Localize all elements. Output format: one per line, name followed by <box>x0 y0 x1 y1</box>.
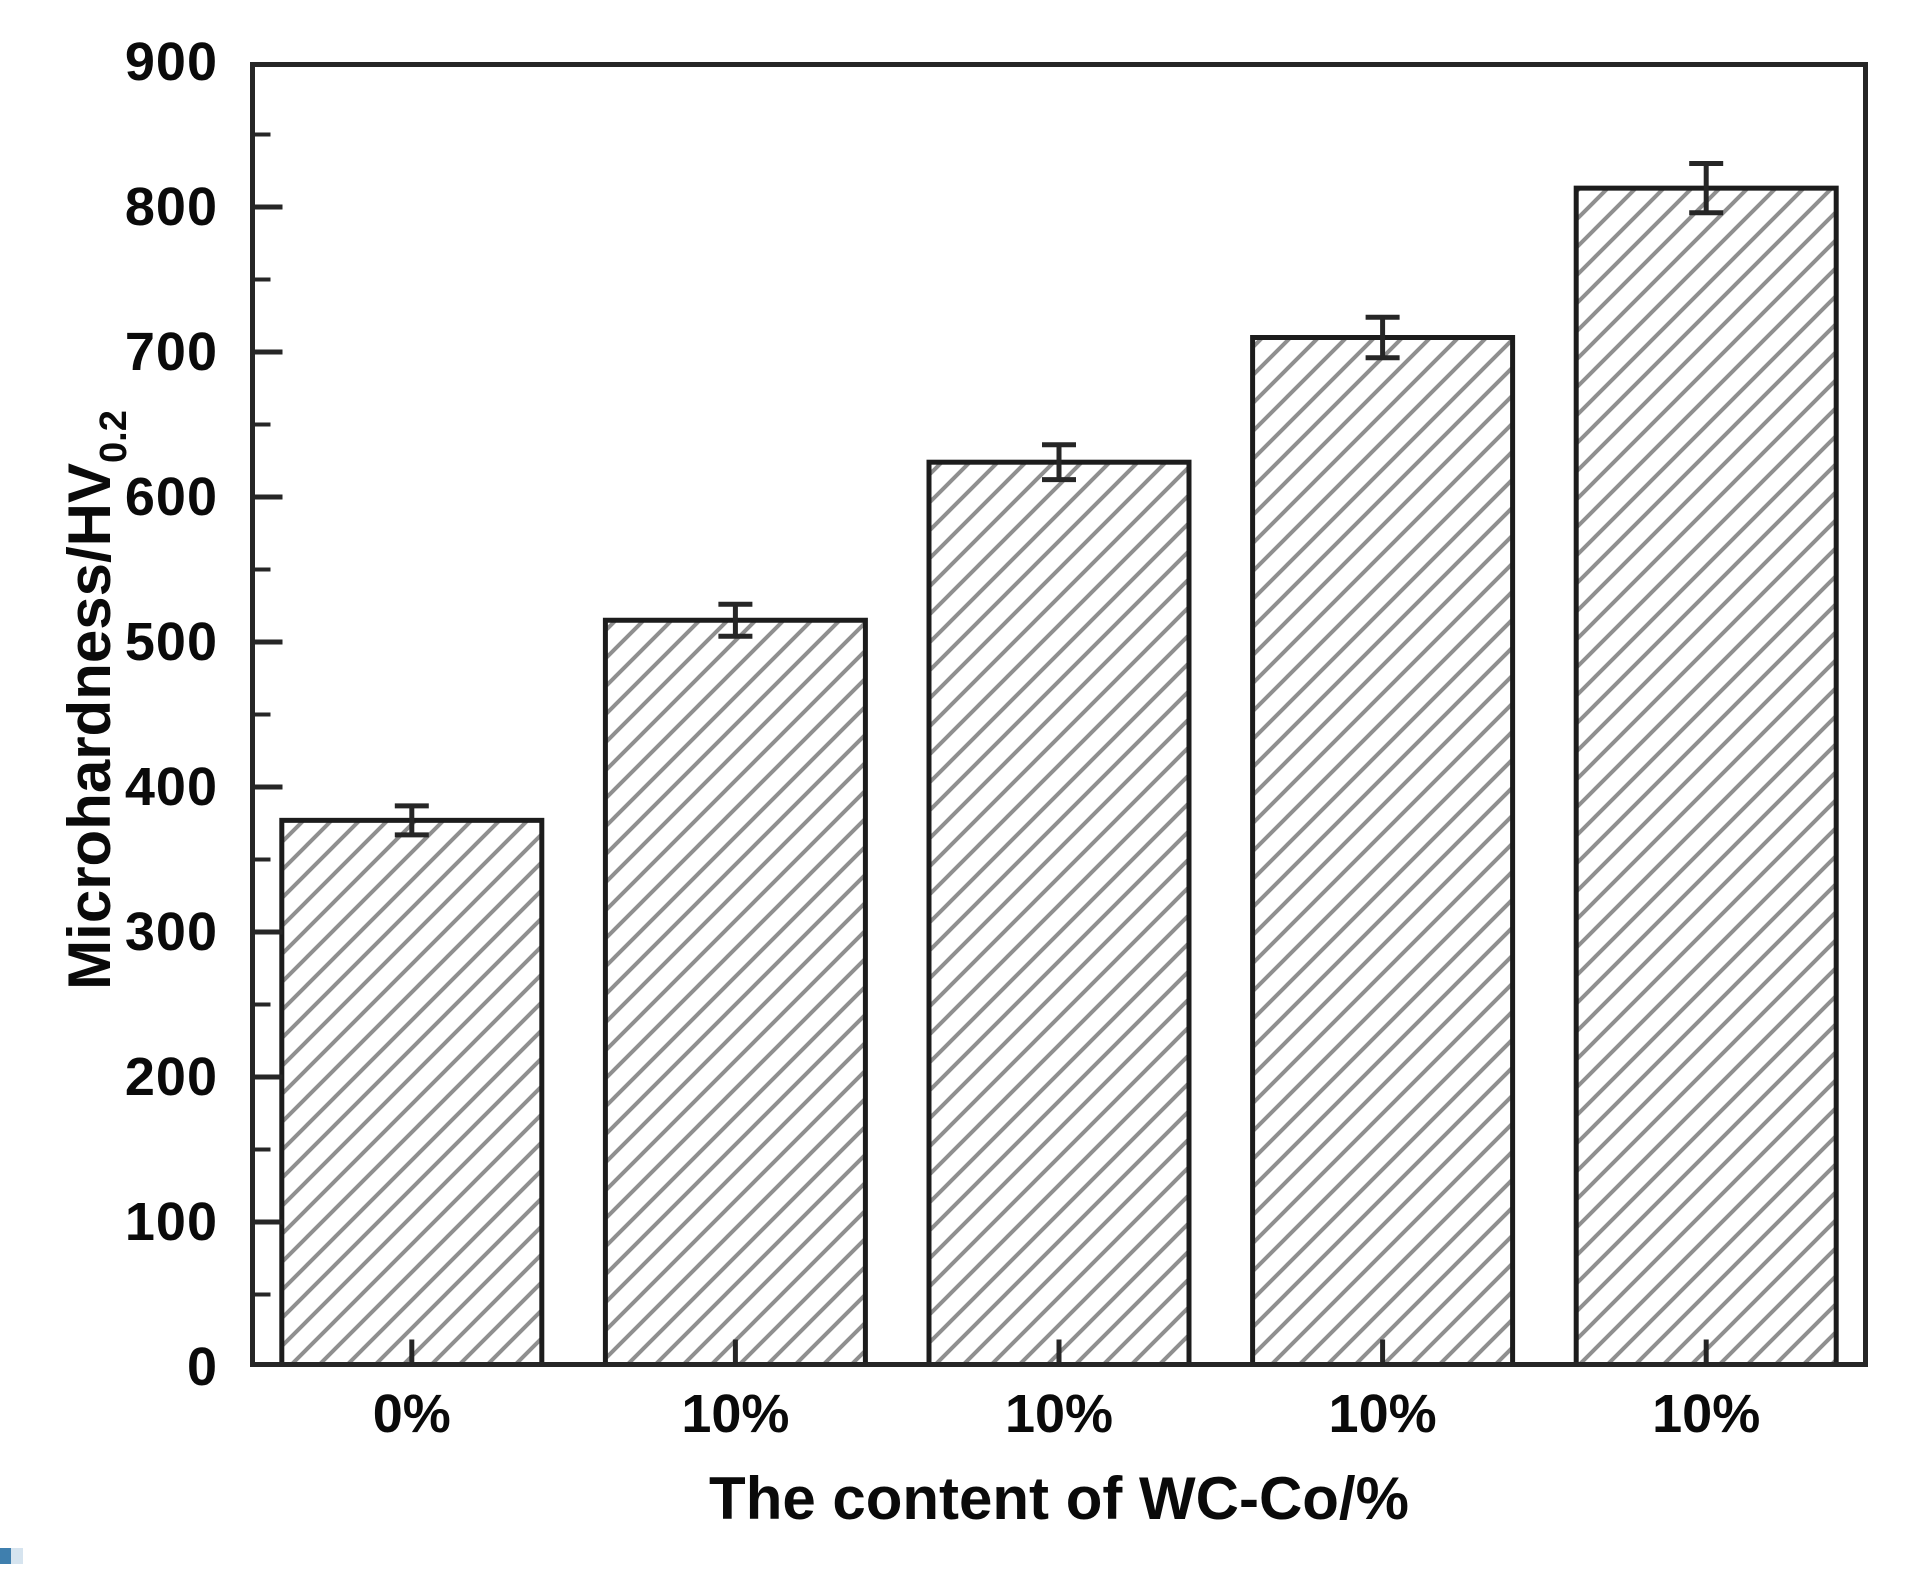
y-tick-label: 300 <box>124 902 218 962</box>
y-tick-label: 900 <box>124 32 218 92</box>
bar <box>279 817 545 1367</box>
x-tick-label: 10% <box>1328 1384 1437 1444</box>
x-tick-label: 10% <box>1004 1384 1114 1444</box>
y-tick-label: 200 <box>124 1047 218 1107</box>
error-bar <box>718 601 753 639</box>
x-axis-title: The content of WC-Co/% <box>709 1465 1409 1532</box>
y-tick-label: 0 <box>186 1337 218 1397</box>
corner-artifact-light <box>11 1548 23 1564</box>
y-tick-label: 100 <box>124 1192 218 1252</box>
error-bar <box>1365 314 1400 361</box>
bar <box>1250 335 1516 1367</box>
corner-artifact <box>0 1548 11 1564</box>
error-bar <box>1042 442 1076 483</box>
error-bar <box>394 803 429 838</box>
y-tick-label: 600 <box>124 467 218 527</box>
bar <box>926 459 1192 1367</box>
y-tick-label: 800 <box>124 177 218 237</box>
x-tick-label: 10% <box>1652 1384 1761 1444</box>
y-axis-title-subscript: 0.2 <box>93 410 135 463</box>
x-tick-label: 10% <box>681 1384 790 1444</box>
y-tick-label: 700 <box>124 322 218 382</box>
bar <box>1573 185 1839 1367</box>
y-tick-label: 400 <box>124 757 218 817</box>
bar <box>602 617 868 1367</box>
y-tick-label: 500 <box>124 612 218 672</box>
error-bar <box>1689 161 1724 216</box>
plot-area <box>250 62 1868 1367</box>
x-tick-label: 0% <box>372 1384 451 1444</box>
